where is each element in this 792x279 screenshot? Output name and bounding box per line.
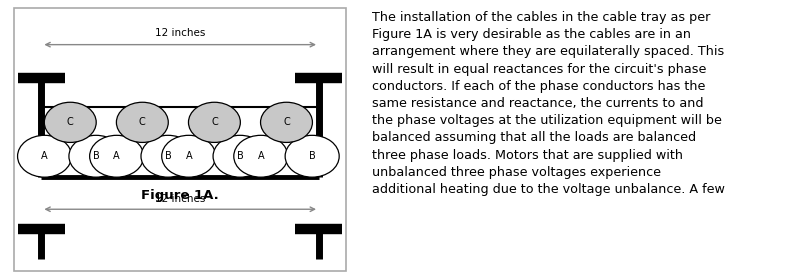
Text: C: C [283,117,290,127]
Text: B: B [309,151,315,161]
Text: B: B [93,151,99,161]
Circle shape [141,135,195,177]
Circle shape [69,135,123,177]
Text: A: A [113,151,120,161]
Circle shape [188,102,240,142]
Circle shape [162,135,215,177]
Circle shape [261,102,312,142]
Circle shape [44,102,96,142]
Circle shape [116,102,168,142]
Text: A: A [41,151,48,161]
Circle shape [213,135,267,177]
Text: C: C [211,117,218,127]
Text: B: B [237,151,243,161]
Circle shape [17,135,71,177]
Text: The installation of the cables in the cable tray as per
Figure 1A is very desira: The installation of the cables in the ca… [372,11,725,196]
Text: A: A [185,151,192,161]
Text: A: A [257,151,264,161]
Text: Figure 1A.: Figure 1A. [141,189,219,202]
Text: 12 inches: 12 inches [155,28,205,38]
Text: C: C [139,117,146,127]
Text: C: C [67,117,74,127]
Circle shape [89,135,143,177]
Circle shape [234,135,287,177]
Text: B: B [165,151,171,161]
Circle shape [285,135,339,177]
Text: 12 inches: 12 inches [155,194,205,204]
